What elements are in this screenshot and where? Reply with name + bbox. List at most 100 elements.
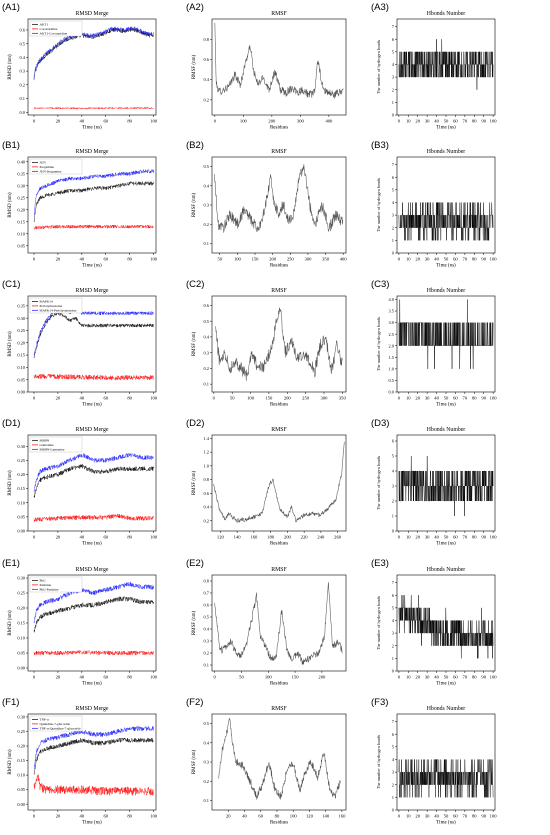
chart-E2: RMSF 0 50 100 150 200 0.1 0.2 0.3 0.4 0.5 0.6 0.7 0.8… [192, 567, 347, 687]
plot-area [214, 22, 344, 99]
axes-frame [211, 434, 347, 532]
x-tick-label: 150 [265, 396, 273, 401]
x-tick-label: 0 [398, 535, 401, 540]
x-tick-label: 100 [150, 535, 158, 540]
chart-title: Hbonds Number [427, 149, 466, 155]
chart-D1: RMSD Merge 0 20 40 60 80 100 0.00 0.05 0.10 0.15 0.… [8, 427, 158, 547]
legend-entry: Pazinine [40, 583, 52, 587]
y-tick-label: 0.25 [17, 591, 25, 596]
legend-entry: TNF-α-Quinidine-7-glucoside [40, 727, 81, 731]
x-tick-label: 120 [217, 535, 225, 540]
chart-F3: Hbonds Number 0 10 20 30 40 50 60 70 80 90 100 0 1 2 3 4… [376, 706, 497, 826]
y-tick-label: 0.4 [20, 55, 26, 60]
panel-label: (B1) [2, 140, 20, 151]
x-tick-label: 50 [444, 814, 449, 819]
series-protein-line [33, 737, 154, 775]
series-ligand-line [33, 774, 154, 796]
x-tick-label: 140 [322, 814, 330, 819]
chart-title: Hbonds Number [427, 567, 466, 573]
y-tick-label: 0.3 [204, 203, 210, 208]
x-tick-label: 80 [127, 814, 132, 819]
series-hbond-count [398, 39, 494, 90]
y-tick-label: 1 [392, 100, 394, 105]
panel-C2: (C2) RMSF 0 50 100 150 200 250 300 350 0.1 0.2 0.3 0.… [186, 279, 370, 409]
panel-label: (B2) [186, 140, 204, 151]
y-tick-label: 0.10 [17, 500, 25, 505]
y-tick-label: 0.25 [17, 328, 25, 333]
chart-A1: RMSD Merge 0 20 40 60 80 100 0.0 0.1 0.2 0.3 0.4 0.5… [8, 11, 158, 131]
legend-box [29, 576, 83, 593]
panel-D3: (D3) Hbonds Number 0 10 20 30 40 50 60 70 80 90 100 0… [371, 418, 519, 548]
x-tick-label: 150 [252, 257, 260, 262]
x-tick-label: 80 [127, 396, 132, 401]
chart-F2: RMSF 20 40 60 80 100 120 140 160 0.1 0.2 0.3 0.4 0.5 R… [192, 706, 347, 826]
panel-label: (A1) [2, 2, 20, 13]
x-tick-label: 40 [80, 396, 85, 401]
legend-entry: MMP9-Gamonine [40, 448, 65, 452]
axes-frame [211, 156, 347, 254]
x-tick-label: 30 [425, 675, 430, 680]
y-tick-label: 0.4 [204, 183, 210, 188]
x-tick-label: 300 [297, 119, 305, 124]
y-tick-label: 1 [392, 238, 394, 243]
panel-A2: (A2) RMSF 0 100 200 300 400 0.2 0.4 0.6 0.8 Residue… [186, 2, 370, 132]
axes-frame [27, 434, 157, 532]
y-tick-label: 5 [392, 744, 395, 749]
legend-box [29, 20, 83, 37]
chart-title: RMSF [271, 427, 287, 433]
x-tick-label: 300 [304, 257, 312, 262]
legend-box [29, 715, 83, 732]
legend-entry: Gamonine [40, 443, 55, 447]
x-tick-label: 100 [150, 675, 158, 680]
y-tick-label: 1 [392, 656, 394, 661]
y-tick-label: 0.15 [17, 758, 25, 763]
x-tick-label: 60 [453, 814, 458, 819]
x-tick-label: 10 [406, 257, 411, 262]
panel-E2: (E2) RMSF 0 50 100 150 200 0.1 0.2 0.3 0.4 0.5 0.6 0.… [186, 558, 370, 688]
plot-area [398, 299, 494, 369]
panel-D1: (D1) RMSD Merge 0 20 40 60 80 100 0.00 0.05 0.10 0.… [2, 418, 180, 548]
y-tick-label: 0.3 [204, 639, 210, 644]
axes-frame [211, 18, 347, 116]
x-tick-label: 10 [406, 396, 411, 401]
y-tick-label: 3 [392, 770, 395, 775]
y-tick-label: 0.00 [17, 529, 25, 534]
x-tick-label: 100 [490, 675, 498, 680]
series-hbond-count [398, 594, 494, 659]
plot-area [33, 581, 154, 656]
axes-frame [27, 713, 157, 811]
chart-title: Hbonds Number [427, 427, 466, 433]
x-tick-label: 20 [415, 257, 420, 262]
y-tick-label: 0 [392, 669, 395, 674]
y-tick-label: 6 [392, 732, 395, 737]
y-tick-label: 0.6 [204, 57, 210, 62]
series-ligand-line [33, 513, 154, 523]
x-tick-label: 50 [239, 675, 244, 680]
plot-area [218, 717, 341, 800]
y-tick-label: 0.2 [204, 779, 210, 784]
y-tick-label: 0.2 [204, 222, 210, 227]
y-tick-label: 6 [392, 37, 395, 42]
x-tick-label: 100 [290, 814, 298, 819]
x-tick-label: 80 [127, 257, 132, 262]
panel-label: (B3) [371, 140, 389, 151]
y-tick-label: 4 [392, 757, 395, 762]
x-tick-label: 0 [398, 675, 401, 680]
y-tick-label: 0.05 [17, 243, 25, 248]
x-axis-label: Time (ns) [436, 264, 456, 269]
x-tick-label: 120 [306, 814, 314, 819]
x-tick-label: 250 [287, 257, 295, 262]
series-ligand-line [33, 650, 154, 656]
y-axis-label: RMSD (nm) [8, 192, 13, 217]
series-protein-line [33, 311, 154, 358]
x-tick-label: 40 [80, 675, 85, 680]
y-tick-label: 3 [392, 484, 395, 489]
chart-title: Hbonds Number [427, 11, 466, 17]
x-tick-label: 50 [444, 675, 449, 680]
x-tick-label: 0 [214, 119, 217, 124]
legend-entry: Coronaridine [40, 27, 58, 31]
panel-B2: (B2) RMSF 50 100 150 200 250 300 350 400 0.1 0.2 0.3… [186, 140, 370, 270]
panel-label: (E3) [371, 558, 389, 569]
x-tick-label: 100 [490, 257, 498, 262]
